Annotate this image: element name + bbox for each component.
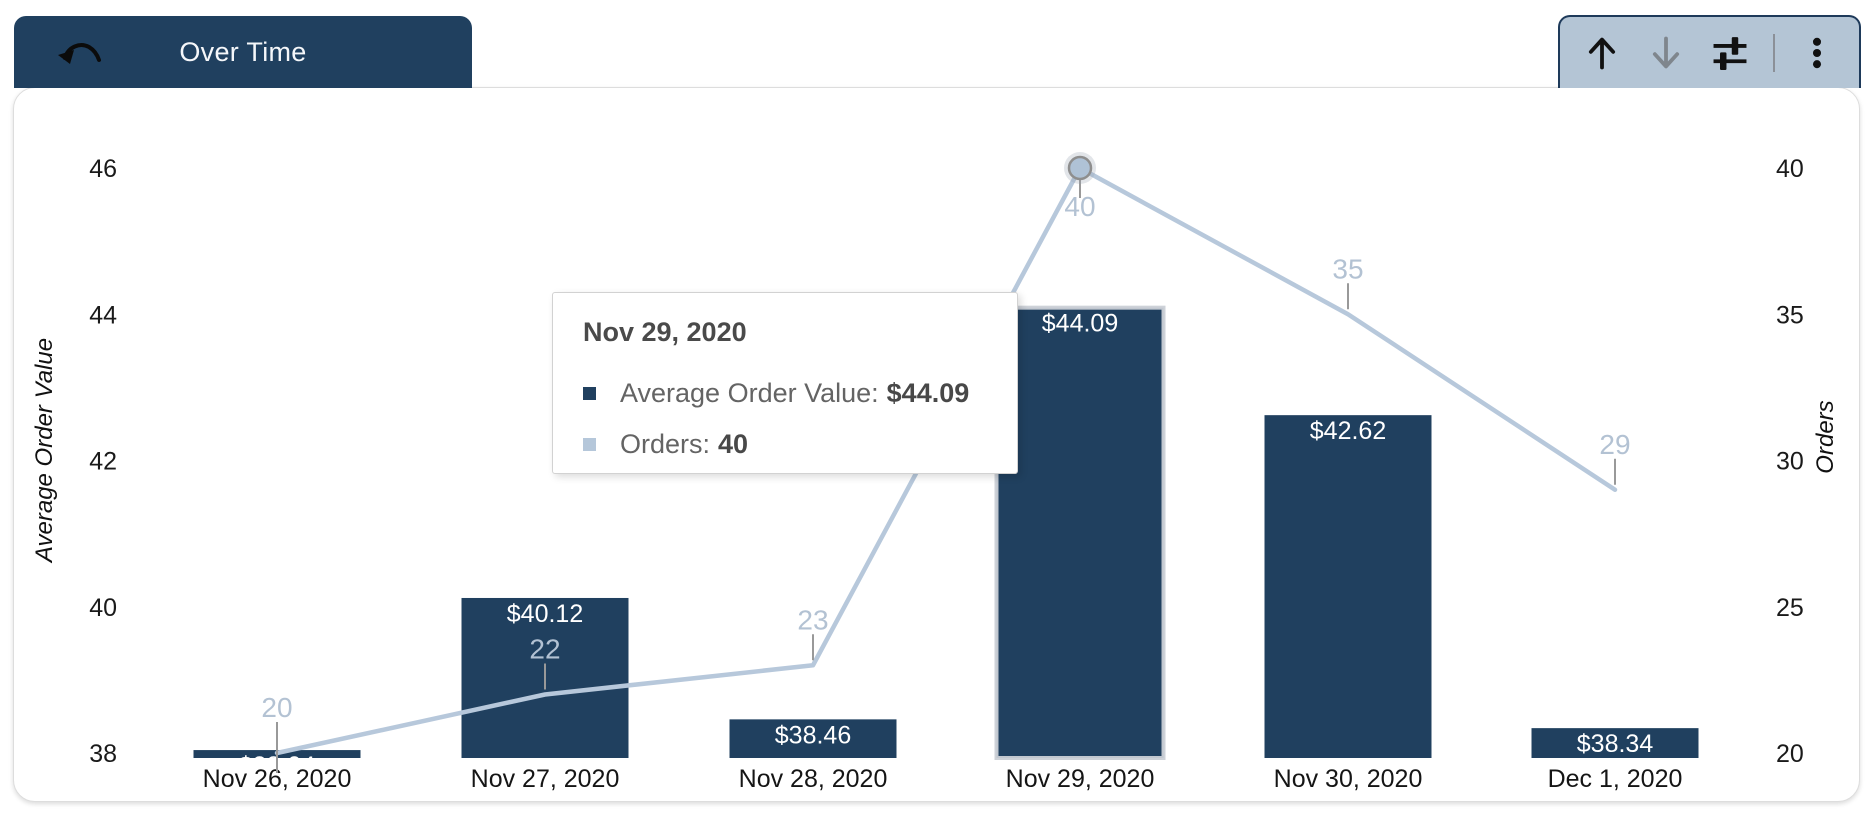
- line-value-label: 29: [1599, 429, 1630, 460]
- left-axis-tick: 44: [89, 301, 117, 329]
- x-axis-label: Nov 30, 2020: [1274, 765, 1423, 793]
- tooltip-value-orders: 40: [718, 429, 749, 459]
- left-axis-tick: 42: [89, 448, 117, 476]
- toolbar-divider: [1772, 33, 1775, 72]
- bar-Nov-28-2020[interactable]: [729, 719, 897, 758]
- tooltip-value-aov: $44.09: [886, 378, 970, 408]
- left-axis-tick: 38: [89, 740, 117, 768]
- tooltip-date: Nov 29, 2020: [583, 317, 747, 347]
- line-value-label: 35: [1332, 253, 1363, 284]
- bar-value-label: $40.12: [507, 600, 583, 628]
- move-up-button[interactable]: [1580, 31, 1624, 75]
- right-axis-tick: 35: [1776, 301, 1804, 329]
- tune-icon: [1713, 36, 1747, 70]
- bar-value-label: $38.46: [775, 721, 851, 749]
- right-axis-title: Orders: [1812, 400, 1839, 473]
- line-value-label: 40: [1064, 191, 1095, 222]
- chart-tooltip: Nov 29, 2020 Average Order Value: $44.09…: [552, 292, 1018, 474]
- tab-label: Over Time: [179, 36, 307, 67]
- left-axis-title: Average Order Value: [31, 338, 58, 564]
- right-axis-tick: 20: [1776, 740, 1804, 768]
- tooltip-marker-0: [583, 387, 596, 400]
- tab-over-time[interactable]: Over Time: [14, 16, 472, 88]
- x-axis-label: Nov 28, 2020: [739, 765, 888, 793]
- more-options-button[interactable]: [1795, 31, 1839, 75]
- bar-value-label: $38.34: [1577, 730, 1654, 758]
- arrow-up-icon: [1589, 37, 1616, 69]
- line-value-label: 23: [797, 604, 828, 635]
- x-axis-label: Nov 27, 2020: [471, 765, 620, 793]
- undo-icon[interactable]: [56, 36, 102, 70]
- line-value-label: 22: [529, 634, 560, 665]
- tooltip-marker-1: [583, 438, 596, 451]
- highlighted-point[interactable]: [1067, 155, 1093, 181]
- bar-Nov-30-2020[interactable]: [1264, 415, 1432, 758]
- right-axis-tick: 30: [1776, 448, 1804, 476]
- x-axis-label: Dec 1, 2020: [1548, 765, 1683, 793]
- bar-value-label: $42.62: [1310, 417, 1386, 445]
- bar-Dec-1-2020[interactable]: [1531, 728, 1699, 758]
- right-axis-tick: 40: [1776, 155, 1804, 183]
- tooltip-row-aov: Average Order Value: $44.09: [583, 378, 987, 409]
- tooltip-row-orders: Orders: 40: [583, 429, 987, 460]
- settings-button[interactable]: [1708, 31, 1752, 75]
- bar-Nov-29-2020[interactable]: [994, 305, 1166, 760]
- kebab-menu-icon: [1812, 37, 1821, 68]
- x-axis-label: Nov 29, 2020: [1006, 765, 1155, 793]
- chart-toolbar: [1558, 15, 1861, 88]
- tooltip-label-aov: Average Order Value:: [620, 378, 879, 408]
- arrow-down-icon: [1653, 36, 1680, 68]
- left-axis-tick: 46: [89, 155, 117, 183]
- left-axis-tick: 40: [89, 594, 117, 622]
- right-axis-tick: 25: [1776, 594, 1804, 622]
- tooltip-label-orders: Orders:: [620, 429, 711, 459]
- bar-value-label: $44.09: [1042, 310, 1118, 338]
- line-value-label: 20: [261, 692, 292, 723]
- move-down-button[interactable]: [1644, 31, 1688, 75]
